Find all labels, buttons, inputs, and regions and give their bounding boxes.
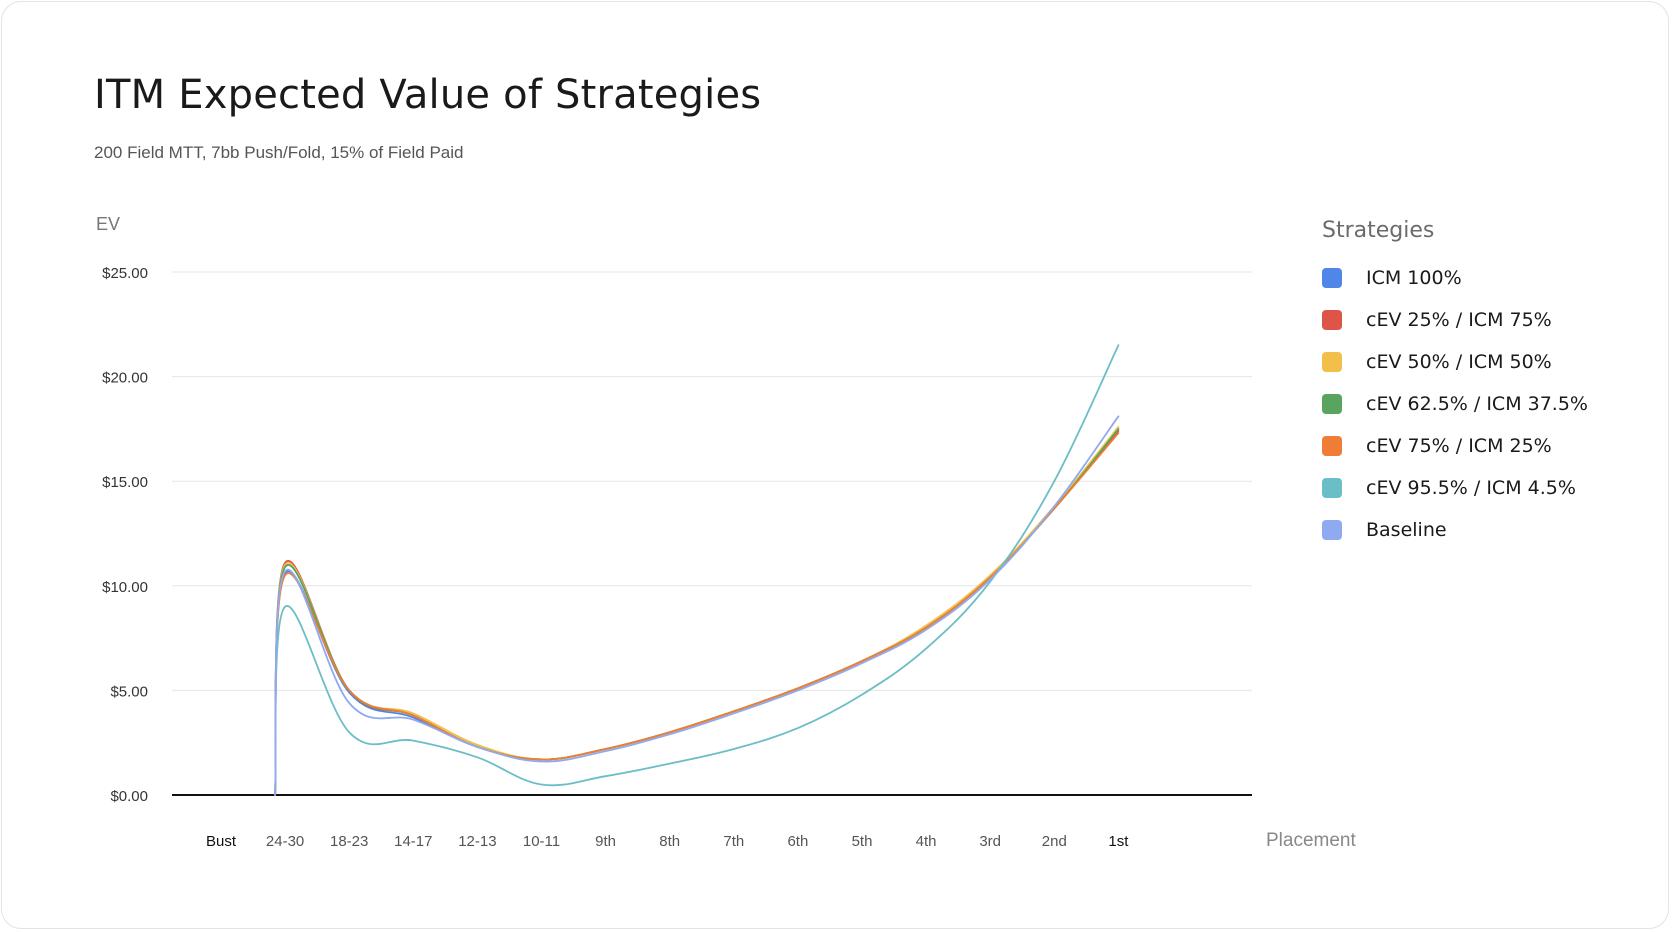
legend-swatch: [1322, 478, 1342, 498]
chart-subtitle: 200 Field MTT, 7bb Push/Fold, 15% of Fie…: [94, 143, 464, 162]
x-tick-label: Bust: [206, 833, 237, 850]
legend-item[interactable]: cEV 75% / ICM 25%: [1322, 425, 1588, 467]
legend-label: ICM 100%: [1366, 267, 1462, 289]
x-tick-label: 9th: [595, 833, 616, 850]
legend-label: cEV 75% / ICM 25%: [1366, 435, 1552, 457]
legend-title: Strategies: [1322, 218, 1435, 243]
legend-label: cEV 50% / ICM 50%: [1366, 351, 1552, 373]
y-tick-label: $10.00: [102, 579, 148, 596]
x-tick-label: 14-17: [394, 833, 432, 850]
legend-swatch: [1322, 520, 1342, 540]
x-tick-label: 3rd: [979, 833, 1001, 850]
chart-title: ITM Expected Value of Strategies: [94, 72, 762, 118]
y-tick-label: $25.00: [102, 265, 148, 282]
y-tick-label: $5.00: [110, 683, 148, 700]
legend-item[interactable]: cEV 62.5% / ICM 37.5%: [1322, 383, 1588, 425]
legend-label: cEV 95.5% / ICM 4.5%: [1366, 477, 1576, 499]
x-tick-label: 12-13: [458, 833, 496, 850]
x-tick-label: 10-11: [523, 833, 560, 850]
y-tick-label: $20.00: [102, 370, 148, 387]
x-tick-label: 2nd: [1042, 833, 1067, 850]
legend: Strategies ICM 100% cEV 25% / ICM 75% cEV …: [1322, 218, 1588, 551]
series-line-6: [274, 344, 1120, 796]
legend-swatch: [1322, 310, 1342, 330]
x-tick-label: 18-23: [330, 833, 368, 850]
legend-items: ICM 100% cEV 25% / ICM 75% cEV 50% / ICM 5…: [1322, 257, 1588, 551]
legend-label: cEV 62.5% / ICM 37.5%: [1366, 393, 1588, 415]
series-line-5: [274, 432, 1120, 796]
y-tick-label: $0.00: [110, 788, 148, 805]
x-tick-label: 8th: [659, 833, 680, 850]
legend-label: Baseline: [1366, 519, 1447, 541]
x-tick-label: 1st: [1108, 833, 1129, 850]
y-tick-label: $15.00: [102, 474, 148, 491]
x-tick-label: 5th: [852, 833, 873, 850]
x-axis-label: Placement: [1266, 830, 1356, 851]
series-line-7: [274, 415, 1120, 796]
x-tick-label: 6th: [787, 833, 808, 850]
y-axis-label: EV: [96, 214, 120, 234]
legend-swatch: [1322, 436, 1342, 456]
legend-swatch: [1322, 394, 1342, 414]
legend-item[interactable]: cEV 50% / ICM 50%: [1322, 341, 1588, 383]
legend-item[interactable]: Baseline: [1322, 509, 1588, 551]
x-tick-label: 24-30: [266, 833, 304, 850]
x-tick-label: 4th: [916, 833, 937, 850]
legend-item[interactable]: ICM 100%: [1322, 257, 1588, 299]
legend-swatch: [1322, 268, 1342, 288]
legend-swatch: [1322, 352, 1342, 372]
x-tick-label: 7th: [723, 833, 744, 850]
legend-label: cEV 25% / ICM 75%: [1366, 309, 1552, 331]
legend-item[interactable]: cEV 95.5% / ICM 4.5%: [1322, 467, 1588, 509]
legend-item[interactable]: cEV 25% / ICM 75%: [1322, 299, 1588, 341]
